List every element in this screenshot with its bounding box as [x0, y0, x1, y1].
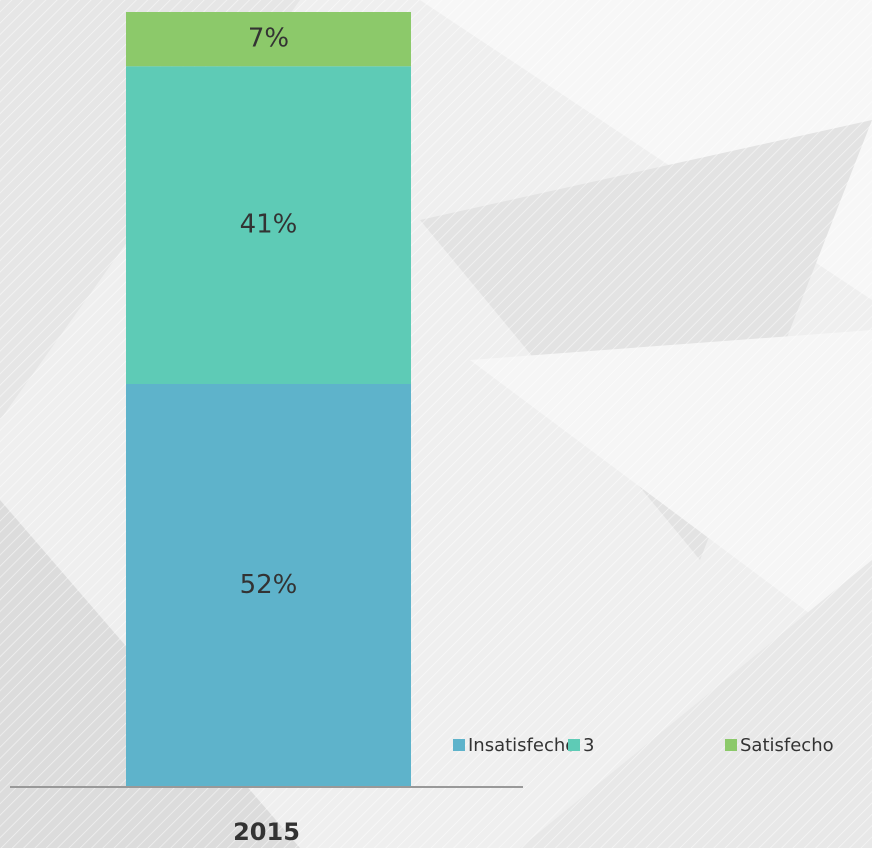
- legend-swatch: [568, 739, 580, 751]
- bar-segment: [126, 12, 411, 67]
- legend-label: Insatisfecho: [468, 735, 576, 756]
- legend-swatch: [453, 739, 465, 751]
- legend-label: Satisfecho: [740, 735, 834, 756]
- bar-segment: [126, 384, 411, 787]
- data-label: 7%: [248, 24, 289, 54]
- legend-label: 3: [583, 735, 594, 756]
- bar-segment: [126, 66, 411, 384]
- data-label: 52%: [240, 570, 298, 600]
- legend-swatch: [725, 739, 737, 751]
- data-label: 41%: [240, 210, 298, 240]
- x-tick-label: 2015: [233, 818, 300, 846]
- plot: 52% 41% 7% 2015 Insatisfecho 3 Satisfecho: [126, 12, 834, 846]
